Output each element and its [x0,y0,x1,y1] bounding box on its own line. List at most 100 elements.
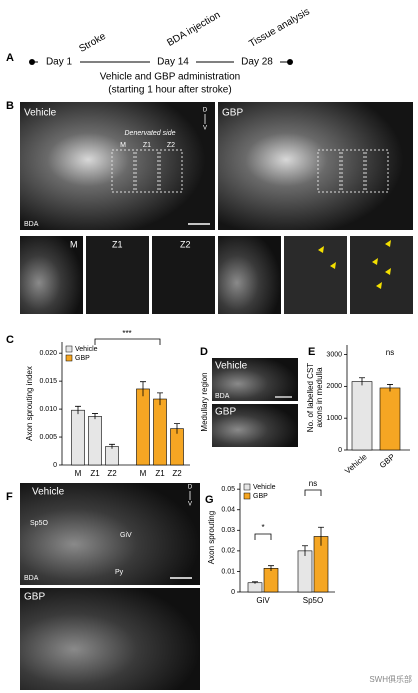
bar [297,550,313,593]
error-bar [75,405,81,415]
y-tick-label: 0.04 [221,507,235,514]
orientation: V [188,502,192,508]
x-tick-label: Sp5O [303,596,323,605]
micrograph [212,404,298,447]
bar [247,582,263,593]
timeline-dot [29,59,35,65]
micrograph [218,102,413,230]
stain-label: BDA [24,575,39,582]
x-tick-label: Z1 [155,469,165,478]
bar [71,409,85,466]
inset [350,236,413,314]
panel-label: A [6,52,14,64]
legend-label: GBP [75,355,90,362]
error-bar [109,443,115,449]
legend-swatch [243,492,251,500]
region-label: Sp5O [30,520,48,527]
error-bar [92,413,98,420]
label-bg [234,56,280,68]
error-bar [140,381,146,397]
timeline-dot [287,59,293,65]
legend-label: Vehicle [75,346,98,353]
panel-label: B [6,100,14,112]
y-tick-label: 0.05 [221,486,235,493]
y-tick-label: 0.01 [221,568,235,575]
arrowheads [318,240,391,289]
micrograph-group: Vehicle GBP D V Denervated side M Z1 Z2 … [20,102,413,314]
side-note: Denervated side [125,130,176,137]
inset [218,236,281,314]
event-label: BDA injection [165,10,222,49]
group-label: Vehicle [24,108,57,119]
bar [105,446,119,466]
significance: ns [309,479,317,488]
x-tick-label: M [140,469,147,478]
stain-label: BDA [24,221,39,228]
y-tick-label: 0 [53,462,57,469]
treatment: Vehicle and GBP administration [100,72,240,83]
micrograph-group: Vehicle BDA GBP [212,358,298,447]
stain-label: BDA [215,393,230,400]
label-bg [150,56,196,68]
zone-label: Z2 [167,142,175,149]
x-tick-label: Z2 [107,469,117,478]
group-label: GBP [24,592,45,603]
y-tick-label: 0.020 [39,350,57,357]
y-tick-label: 0 [338,447,342,454]
inset [152,236,215,314]
y-axis-label: Axon sprouting index [25,366,34,441]
x-tick-label: Z1 [90,469,100,478]
micrograph-group: Vehicle D V Sp5O GiV Py BDA GBP [20,483,200,690]
panel-label: F [6,491,13,503]
group-label: Vehicle [215,361,248,372]
bar [351,381,373,451]
bar [263,568,279,593]
micrograph [212,358,298,401]
y-tick-label: 0.010 [39,406,57,413]
day-label: Day 1 [46,57,73,68]
x-tick-label: GiV [256,596,270,605]
significance-bracket [94,338,161,345]
orientation: V [203,126,207,132]
x-tick-label: Z2 [172,469,182,478]
legend-label: Vehicle [253,484,276,491]
micrograph [20,588,200,690]
micrograph [20,102,215,230]
inset [86,236,149,314]
error-bar [174,423,180,434]
y-tick-label: 0.015 [39,378,57,385]
error-bar [252,581,258,584]
region-label: GiV [120,532,132,539]
y-tick-label: 0.03 [221,527,235,534]
bar [379,387,401,451]
error-bar [387,384,393,392]
label-bg [38,56,80,68]
inset [284,236,347,314]
inset [20,236,83,314]
inset-label: M [70,239,78,249]
zone-label: M [120,142,126,149]
micrograph [20,483,200,585]
error-bar [318,526,324,546]
significance: ns [386,348,394,357]
bar [170,428,184,466]
y-tick-label: 0.005 [39,434,57,441]
y-tick-label: 3000 [326,351,342,358]
treatment-note: (starting 1 hour after stroke) [108,85,231,96]
y-axis-label: No. of labelled CST [306,363,315,432]
panel-label: E [308,346,315,358]
error-bar [268,565,274,572]
y-tick-label: 1000 [326,415,342,422]
region-label: Py [115,569,124,576]
group-label: GBP [215,407,236,418]
day-label: Day 14 [157,57,189,68]
legend-swatch [65,345,73,353]
x-tick-label: Vehicle [343,452,369,476]
event-label: Stroke [77,31,108,55]
day-label: Day 28 [241,57,273,68]
x-tick-label: GBP [378,452,397,470]
inset-label: Z1 [112,239,123,249]
region-label: Medullary region [200,372,209,431]
orientation: D [188,485,193,491]
